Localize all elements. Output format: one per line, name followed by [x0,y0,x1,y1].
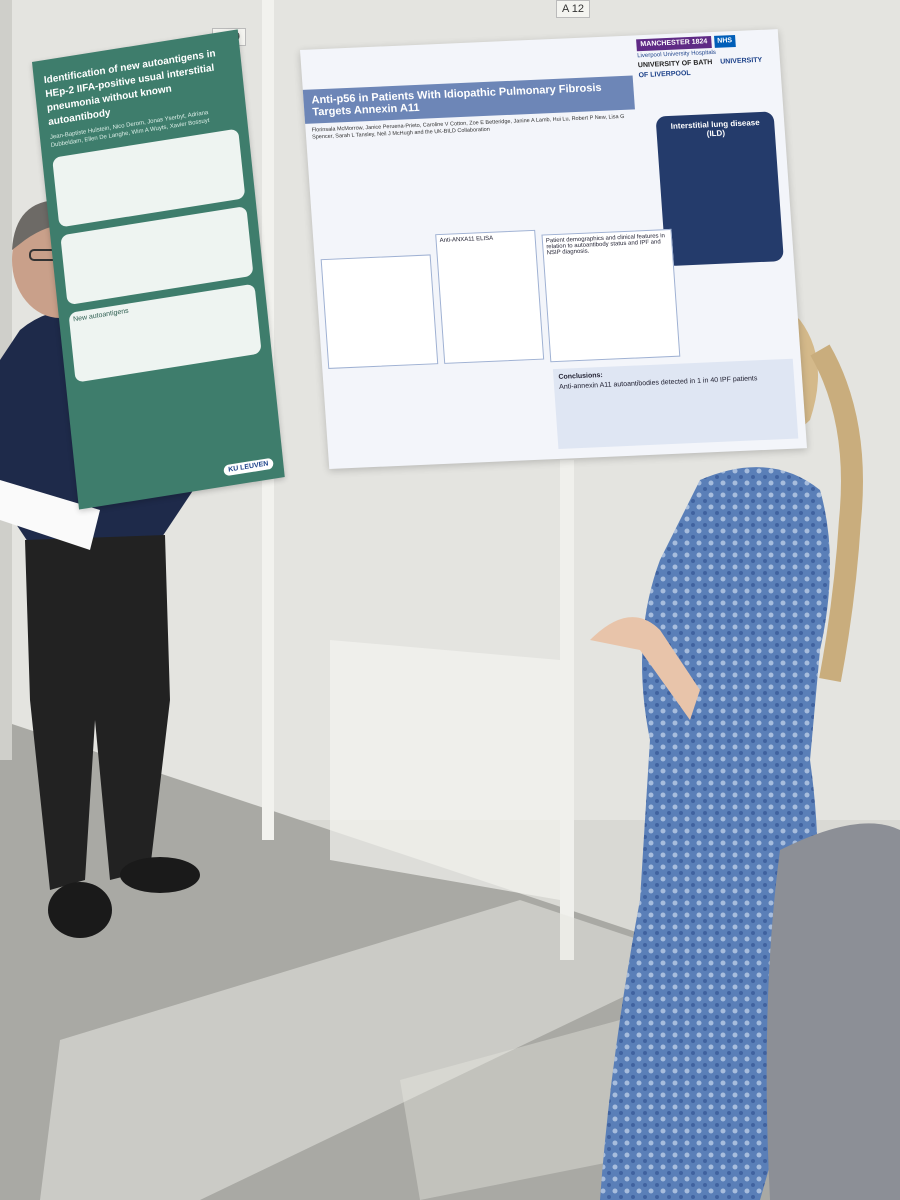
info-box: Interstitial lung disease (ILD) [655,111,784,267]
poster-right: MANCHESTER 1824 NHS Liverpool University … [300,29,808,469]
figure-blot [320,254,439,369]
logo: KU LEUVEN [222,457,274,477]
logo: NHS [713,35,736,48]
conclusions: Conclusions: Anti-annexin A11 autoantibod… [552,358,799,449]
table: Patient demographics and clinical featur… [541,228,681,363]
sunlight [400,1020,620,1200]
figure-elisa: Anti-ANXA11 ELISA [435,229,545,364]
logos: MANCHESTER 1824 NHS Liverpool University … [636,33,773,81]
logo: MANCHESTER 1824 [636,36,712,52]
board-number: A 12 [556,0,591,18]
sunlight [330,640,560,900]
logo: UNIVERSITY OF BATH [637,59,713,70]
panel-post [560,460,574,960]
person-foreground [766,823,900,1200]
logo: Liverpool University Hospitals [637,49,717,60]
sunlight [40,900,700,1200]
